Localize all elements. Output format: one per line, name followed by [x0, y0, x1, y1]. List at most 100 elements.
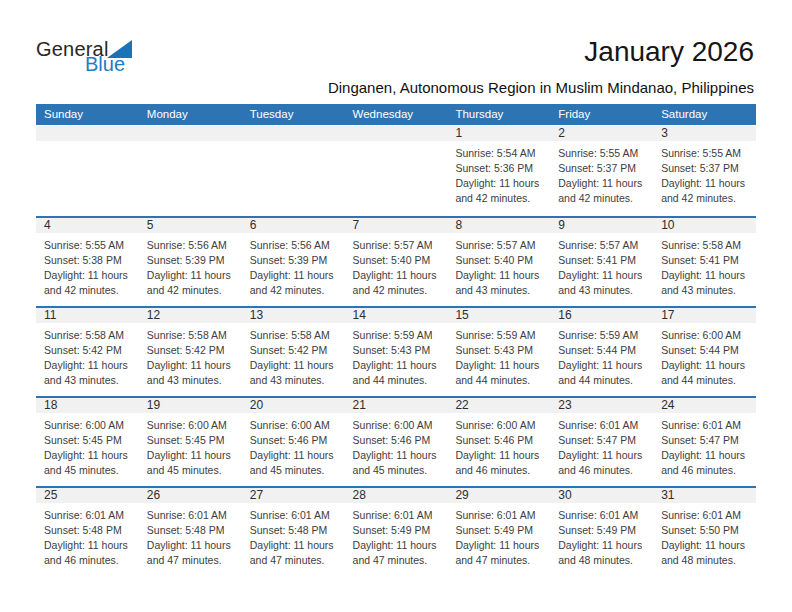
sunset-text: Sunset: 5:39 PM [147, 253, 238, 268]
sunset-text: Sunset: 5:40 PM [455, 253, 546, 268]
day-number: 26 [139, 488, 242, 503]
day-details: Sunrise: 5:58 AMSunset: 5:42 PMDaylight:… [139, 323, 242, 388]
day-number: 12 [139, 308, 242, 323]
sunrise-text: Sunrise: 5:54 AM [455, 146, 546, 161]
sunset-text: Sunset: 5:47 PM [558, 433, 649, 448]
daylight-text-line1: Daylight: 11 hours [455, 268, 546, 283]
sunset-text: Sunset: 5:42 PM [250, 343, 341, 358]
day-details: Sunrise: 5:55 AMSunset: 5:38 PMDaylight:… [36, 233, 139, 298]
sunrise-text: Sunrise: 5:57 AM [353, 238, 444, 253]
daylight-text-line2: and 45 minutes. [353, 463, 444, 478]
sunset-text: Sunset: 5:46 PM [250, 433, 341, 448]
day-cell-19: 19Sunrise: 6:00 AMSunset: 5:45 PMDayligh… [139, 398, 242, 486]
day-number: 20 [242, 398, 345, 413]
daylight-text-line2: and 44 minutes. [455, 373, 546, 388]
daylight-text-line1: Daylight: 11 hours [44, 448, 135, 463]
day-number: 21 [345, 398, 448, 413]
daylight-text-line1: Daylight: 11 hours [250, 538, 341, 553]
day-number: 10 [653, 218, 756, 233]
day-cell-16: 16Sunrise: 5:59 AMSunset: 5:44 PMDayligh… [550, 308, 653, 396]
day-details: Sunrise: 5:58 AMSunset: 5:41 PMDaylight:… [653, 233, 756, 298]
sunset-text: Sunset: 5:49 PM [558, 523, 649, 538]
sunrise-text: Sunrise: 6:00 AM [455, 418, 546, 433]
sunset-text: Sunset: 5:48 PM [147, 523, 238, 538]
weekday-header-sunday: Sunday [36, 104, 139, 125]
daylight-text-line2: and 45 minutes. [250, 463, 341, 478]
daylight-text-line2: and 43 minutes. [147, 373, 238, 388]
sunset-text: Sunset: 5:38 PM [44, 253, 135, 268]
day-number [36, 126, 139, 141]
sunrise-text: Sunrise: 5:59 AM [455, 328, 546, 343]
daylight-text-line1: Daylight: 11 hours [558, 358, 649, 373]
day-number: 2 [550, 126, 653, 141]
sunset-text: Sunset: 5:42 PM [44, 343, 135, 358]
daylight-text-line1: Daylight: 11 hours [353, 448, 444, 463]
daylight-text-line2: and 42 minutes. [661, 191, 752, 206]
sunset-text: Sunset: 5:44 PM [558, 343, 649, 358]
sunset-text: Sunset: 5:43 PM [455, 343, 546, 358]
day-cell-empty [139, 126, 242, 216]
day-details: Sunrise: 6:00 AMSunset: 5:46 PMDaylight:… [447, 413, 550, 478]
page-subtitle: Dinganen, Autonomous Region in Muslim Mi… [328, 79, 754, 96]
sunrise-text: Sunrise: 5:58 AM [44, 328, 135, 343]
daylight-text-line2: and 43 minutes. [44, 373, 135, 388]
daylight-text-line2: and 48 minutes. [661, 553, 752, 568]
day-details: Sunrise: 6:00 AMSunset: 5:45 PMDaylight:… [139, 413, 242, 478]
day-cell-11: 11Sunrise: 5:58 AMSunset: 5:42 PMDayligh… [36, 308, 139, 396]
sunset-text: Sunset: 5:36 PM [455, 161, 546, 176]
day-number: 27 [242, 488, 345, 503]
day-number: 7 [345, 218, 448, 233]
day-number: 9 [550, 218, 653, 233]
sunrise-text: Sunrise: 5:57 AM [455, 238, 546, 253]
daylight-text-line1: Daylight: 11 hours [147, 268, 238, 283]
day-details: Sunrise: 5:58 AMSunset: 5:42 PMDaylight:… [242, 323, 345, 388]
week-row-4: 18Sunrise: 6:00 AMSunset: 5:45 PMDayligh… [36, 396, 756, 486]
week-row-2: 4Sunrise: 5:55 AMSunset: 5:38 PMDaylight… [36, 216, 756, 306]
daylight-text-line2: and 46 minutes. [558, 463, 649, 478]
sunset-text: Sunset: 5:42 PM [147, 343, 238, 358]
day-cell-empty [242, 126, 345, 216]
day-number: 13 [242, 308, 345, 323]
daylight-text-line2: and 44 minutes. [558, 373, 649, 388]
daylight-text-line1: Daylight: 11 hours [44, 358, 135, 373]
day-cell-7: 7Sunrise: 5:57 AMSunset: 5:40 PMDaylight… [345, 218, 448, 306]
day-cell-21: 21Sunrise: 6:00 AMSunset: 5:46 PMDayligh… [345, 398, 448, 486]
day-number: 15 [447, 308, 550, 323]
day-number: 1 [447, 126, 550, 141]
sunset-text: Sunset: 5:50 PM [661, 523, 752, 538]
daylight-text-line1: Daylight: 11 hours [661, 358, 752, 373]
daylight-text-line1: Daylight: 11 hours [558, 268, 649, 283]
day-number [139, 126, 242, 141]
day-details: Sunrise: 6:01 AMSunset: 5:47 PMDaylight:… [550, 413, 653, 478]
daylight-text-line2: and 42 minutes. [44, 283, 135, 298]
weekday-header-wednesday: Wednesday [345, 104, 448, 125]
weekday-header-thursday: Thursday [447, 104, 550, 125]
daylight-text-line1: Daylight: 11 hours [455, 358, 546, 373]
daylight-text-line2: and 42 minutes. [455, 191, 546, 206]
sunrise-text: Sunrise: 6:00 AM [250, 418, 341, 433]
day-cell-17: 17Sunrise: 6:00 AMSunset: 5:44 PMDayligh… [653, 308, 756, 396]
sunset-text: Sunset: 5:48 PM [44, 523, 135, 538]
day-number: 6 [242, 218, 345, 233]
day-number: 5 [139, 218, 242, 233]
daylight-text-line2: and 43 minutes. [661, 283, 752, 298]
sunrise-text: Sunrise: 6:01 AM [661, 508, 752, 523]
sunset-text: Sunset: 5:41 PM [558, 253, 649, 268]
day-details: Sunrise: 6:01 AMSunset: 5:49 PMDaylight:… [447, 503, 550, 568]
day-number: 28 [345, 488, 448, 503]
day-details: Sunrise: 5:57 AMSunset: 5:41 PMDaylight:… [550, 233, 653, 298]
daylight-text-line2: and 42 minutes. [147, 283, 238, 298]
day-cell-2: 2Sunrise: 5:55 AMSunset: 5:37 PMDaylight… [550, 126, 653, 216]
weekday-header-tuesday: Tuesday [242, 104, 345, 125]
week-row-5: 25Sunrise: 6:01 AMSunset: 5:48 PMDayligh… [36, 486, 756, 576]
sunrise-text: Sunrise: 6:00 AM [661, 328, 752, 343]
day-cell-4: 4Sunrise: 5:55 AMSunset: 5:38 PMDaylight… [36, 218, 139, 306]
daylight-text-line1: Daylight: 11 hours [250, 358, 341, 373]
day-details: Sunrise: 5:56 AMSunset: 5:39 PMDaylight:… [139, 233, 242, 298]
sunrise-text: Sunrise: 5:59 AM [353, 328, 444, 343]
day-cell-31: 31Sunrise: 6:01 AMSunset: 5:50 PMDayligh… [653, 488, 756, 576]
day-details: Sunrise: 6:01 AMSunset: 5:50 PMDaylight:… [653, 503, 756, 568]
weekday-header-saturday: Saturday [653, 104, 756, 125]
day-details: Sunrise: 6:00 AMSunset: 5:45 PMDaylight:… [36, 413, 139, 478]
daylight-text-line1: Daylight: 11 hours [558, 176, 649, 191]
